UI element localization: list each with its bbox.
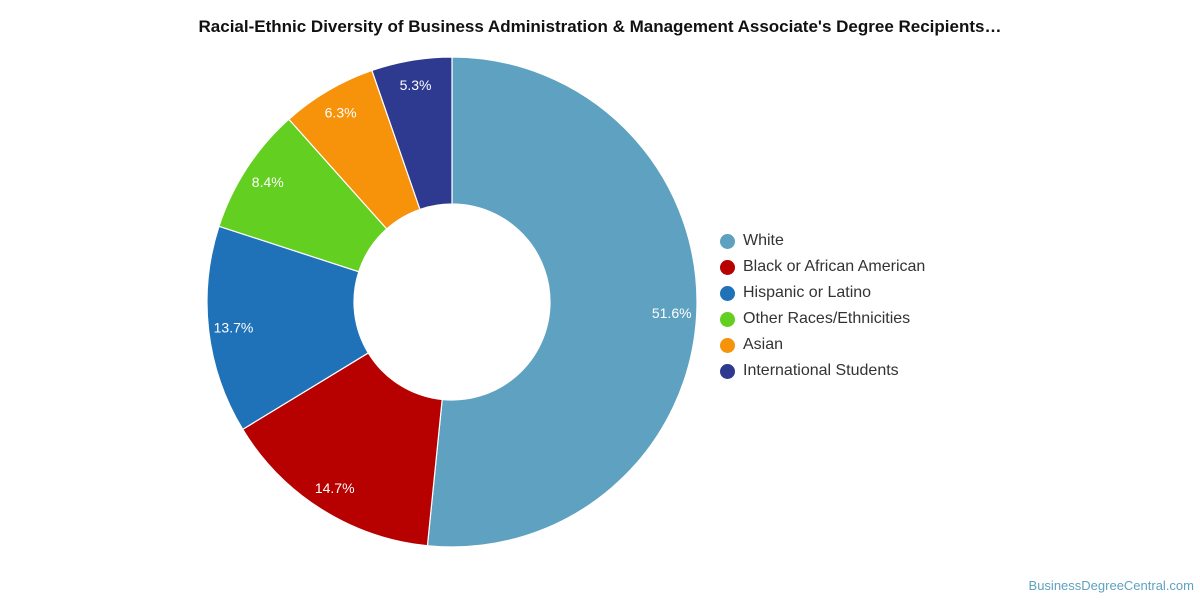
legend-swatch-icon xyxy=(720,337,735,353)
legend-label: Hispanic or Latino xyxy=(743,284,872,301)
slice-label-black-or-african-american: 14.7% xyxy=(315,480,355,496)
legend-label: International Students xyxy=(743,362,899,379)
legend-item-other-races-ethnicities[interactable]: Other Races/Ethnicities xyxy=(720,306,925,332)
legend-label: Black or African American xyxy=(743,258,926,275)
slice-label-asian: 6.3% xyxy=(325,104,357,120)
chart-title: Racial-Ethnic Diversity of Business Admi… xyxy=(198,17,1002,36)
legend-item-asian[interactable]: Asian xyxy=(720,332,925,358)
legend-label: Asian xyxy=(743,336,784,353)
slice-hispanic-or-latino[interactable] xyxy=(206,225,370,431)
legend-item-black-or-african-american[interactable]: Black or African American xyxy=(720,254,925,280)
legend-label: White xyxy=(743,232,784,249)
slice-black-or-african-american[interactable] xyxy=(241,352,443,547)
legend-swatch-icon xyxy=(720,233,735,249)
legend-item-international-students[interactable]: International Students xyxy=(720,358,925,384)
legend-swatch-icon xyxy=(720,285,735,301)
legend-label: Other Races/Ethnicities xyxy=(743,310,911,327)
legend-item-hispanic-or-latino[interactable]: Hispanic or Latino xyxy=(720,280,925,306)
source-credit[interactable]: BusinessDegreeCentral.com xyxy=(1028,578,1194,593)
slice-label-hispanic-or-latino: 13.7% xyxy=(214,320,254,336)
slice-international-students[interactable] xyxy=(371,56,453,211)
slice-white[interactable] xyxy=(426,56,698,548)
legend-item-white[interactable]: White xyxy=(720,228,925,254)
legend: White Black or African American Hispanic o… xyxy=(720,228,925,384)
legend-swatch-icon xyxy=(720,259,735,275)
slice-label-white: 51.6% xyxy=(652,305,692,321)
slice-label-other-races-ethnicities: 8.4% xyxy=(252,174,284,190)
legend-swatch-icon xyxy=(720,363,735,379)
slice-label-international-students: 5.3% xyxy=(400,77,432,93)
legend-swatch-icon xyxy=(720,311,735,327)
